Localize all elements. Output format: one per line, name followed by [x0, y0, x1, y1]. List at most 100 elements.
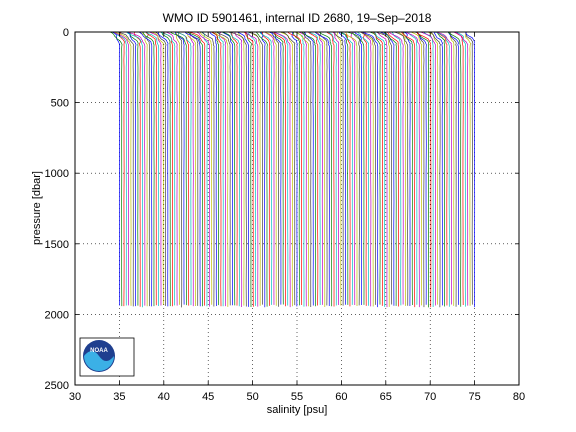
salinity-profile-line: [304, 31, 314, 306]
salinity-profile-line: [382, 31, 397, 306]
logo-wave: [84, 351, 114, 371]
x-tick-label: 55: [291, 391, 303, 403]
salinity-profile-line: [259, 31, 266, 308]
salinity-profile-line: [363, 31, 374, 307]
plot-area: 30 35 40 45 50 55 60 65 70 75 80 0 500 1000 1500 2000 25…: [45, 27, 526, 403]
salinity-profile-line: [259, 31, 273, 305]
salinity-profile-line: [423, 31, 434, 308]
salinity-profile-line: [353, 31, 363, 305]
salinity-profile-line: [326, 31, 335, 307]
salinity-profile-line: [401, 31, 413, 305]
salinity-profile-line: [111, 31, 121, 306]
salinity-profile-line: [113, 31, 130, 306]
salinity-profile-line: [128, 31, 139, 306]
salinity-profile-line: [405, 31, 420, 308]
salinity-profile-line: [262, 31, 270, 306]
salinity-profile-line: [269, 31, 282, 305]
salinity-profile-line: [388, 31, 404, 305]
salinity-profile-line: [339, 31, 353, 305]
y-tick-label: 2000: [45, 309, 69, 321]
salinity-profile-line: [114, 31, 127, 306]
salinity-profile-line: [436, 31, 452, 305]
salinity-profile-line: [465, 31, 476, 308]
salinity-profile-line: [302, 31, 312, 307]
salinity-profile-line: [236, 31, 250, 307]
salinity-profile-line: [420, 31, 436, 306]
salinity-profile-line: [287, 31, 303, 306]
salinity-profile-line: [184, 31, 201, 307]
salinity-profile-line: [346, 31, 365, 305]
salinity-profile-line: [293, 31, 301, 306]
salinity-profile-line: [308, 31, 319, 306]
salinity-profile-line: [360, 31, 367, 306]
salinity-profile-line: [415, 31, 427, 305]
salinity-profile-line: [200, 31, 208, 307]
salinity-profile-line: [447, 31, 455, 306]
salinity-profile-line: [364, 31, 372, 307]
salinity-profile-line: [273, 31, 284, 305]
salinity-profile-line: [453, 31, 469, 306]
salinity-profile-line: [273, 31, 286, 307]
salinity-profile-line: [327, 31, 337, 306]
salinity-profile-line: [117, 31, 134, 307]
chart-title: WMO ID 5901461, internal ID 2680, 19–Sep…: [163, 11, 432, 25]
salinity-profile-line: [391, 31, 402, 306]
y-tick-label: 1000: [45, 168, 69, 180]
salinity-profile-line: [416, 31, 432, 308]
salinity-profile-line: [244, 31, 252, 308]
salinity-profile-line: [448, 31, 462, 307]
x-tick-label: 50: [246, 391, 258, 403]
salinity-profile-line: [229, 31, 240, 307]
salinity-profile-line: [373, 31, 386, 307]
salinity-profile-line: [234, 31, 243, 308]
salinity-profile-line: [464, 31, 471, 306]
salinity-profile-line: [435, 31, 450, 307]
salinity-profile-line: [196, 31, 210, 307]
salinity-profile-line: [275, 31, 289, 306]
salinity-profile-line: [125, 31, 137, 307]
salinity-profile-line: [377, 31, 388, 308]
salinity-profile-line: [210, 31, 222, 307]
salinity-profile-line: [175, 31, 181, 305]
salinity-profile-line: [296, 31, 305, 307]
salinity-profile-line: [216, 31, 231, 306]
salinity-profile-line: [414, 31, 425, 308]
salinity-profile-line: [160, 31, 176, 306]
salinity-profile-line: [245, 31, 259, 307]
salinity-profile-line: [334, 31, 344, 306]
salinity-profile-line: [165, 31, 178, 306]
salinity-profile-line: [340, 31, 349, 305]
salinity-profile-line: [273, 31, 291, 308]
salinity-profile-line: [294, 31, 310, 307]
y-tick-label: 0: [63, 27, 69, 39]
salinity-profile-line: [265, 31, 275, 305]
x-tick-label: 70: [424, 391, 436, 403]
salinity-profile-line: [281, 31, 296, 306]
x-tick-label: 65: [380, 391, 392, 403]
salinity-profile-line: [170, 31, 187, 306]
salinity-profile-line: [397, 31, 406, 306]
salinity-profile-line: [429, 31, 441, 308]
salinity-profile-line: [222, 31, 233, 306]
salinity-profile-line: [248, 31, 256, 306]
salinity-profile-line: [401, 31, 416, 308]
salinity-profile-line: [142, 31, 155, 307]
salinity-profile-line: [145, 31, 157, 306]
x-tick-label: 35: [113, 391, 125, 403]
salinity-profile-line: [410, 31, 423, 306]
salinity-profile-line: [357, 31, 370, 306]
salinity-profile-line: [214, 31, 229, 307]
salinity-profile-line: [375, 31, 393, 305]
salinity-profile-line: [114, 31, 132, 306]
x-tick-label: 45: [202, 391, 214, 403]
salinity-profile-line: [243, 31, 254, 307]
x-tick-label: 40: [158, 391, 170, 403]
salinity-profile-line: [217, 31, 224, 307]
salinity-profile-line: [248, 31, 263, 305]
salinity-profile-line: [175, 31, 192, 306]
salinity-profile-line: [126, 31, 143, 308]
ticks-layer: 30 35 40 45 50 55 60 65 70 75 80 0 500 1000 1500 2000 25…: [45, 27, 526, 403]
salinity-profile-line: [447, 31, 459, 305]
salinity-profile-line: [437, 31, 448, 306]
